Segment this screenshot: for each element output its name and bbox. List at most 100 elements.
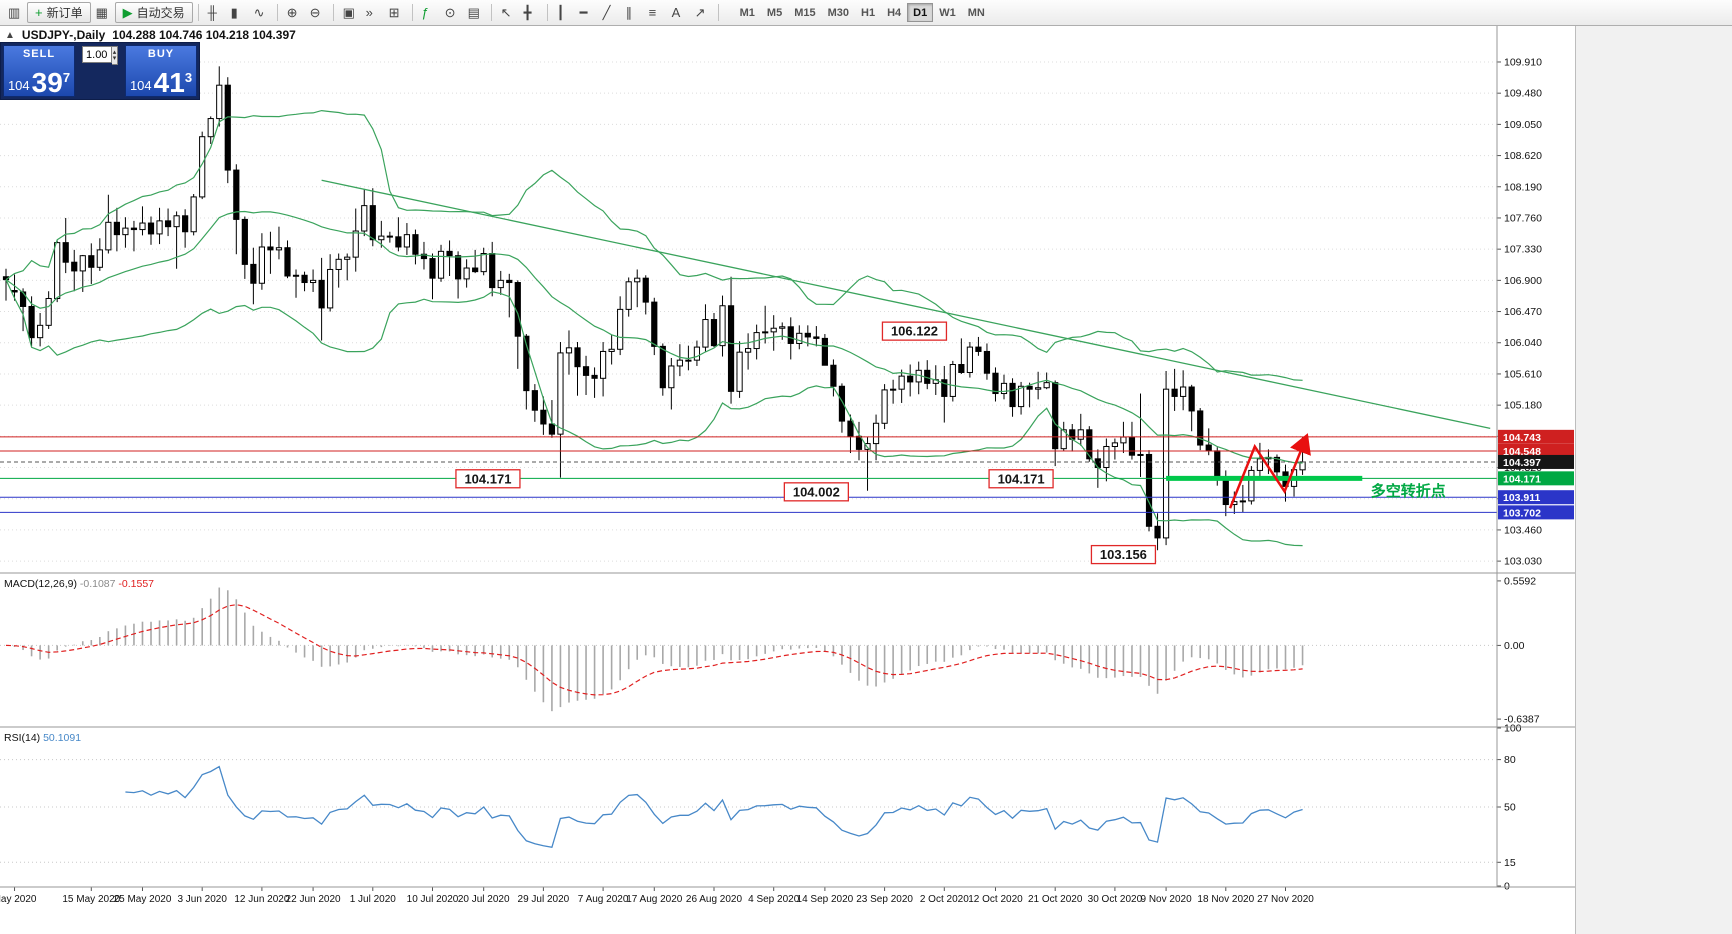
descending-trendline[interactable] xyxy=(321,179,1491,429)
chart-shift-button[interactable]: ⊞ xyxy=(385,2,407,23)
candle xyxy=(1145,453,1153,527)
timeframe-d1-button[interactable]: D1 xyxy=(907,3,934,22)
svg-text:103.030: 103.030 xyxy=(1504,556,1542,568)
toolbar-separator xyxy=(490,4,492,21)
candle xyxy=(1188,386,1195,412)
trend-arrow-annotation[interactable] xyxy=(1228,433,1311,509)
chart-canvas[interactable]: 104.171 104.002 106.122 104.171 103.156 多空转折点… xyxy=(0,26,1575,934)
ohlc-bars-icon: ╫ xyxy=(207,5,217,20)
candle xyxy=(506,279,513,284)
timeframe-h1-button[interactable]: H1 xyxy=(855,3,881,22)
buy-button[interactable]: BUY 104 41 3 xyxy=(125,45,197,97)
text-annotation[interactable]: 106.122 xyxy=(881,321,948,341)
price-tag[interactable]: 103.911 xyxy=(1498,490,1574,505)
candle xyxy=(403,234,411,248)
candle xyxy=(958,364,965,373)
periods-button[interactable]: ⊙ xyxy=(441,2,463,23)
price-tag[interactable]: 104.171 xyxy=(1498,471,1574,486)
timeframe-h4-button[interactable]: H4 xyxy=(881,3,907,22)
candle xyxy=(787,326,794,344)
new-order-button[interactable]: + 新订单 xyxy=(27,2,91,23)
horizontal-line-button[interactable]: ━ xyxy=(576,2,598,23)
svg-text:105.180: 105.180 xyxy=(1504,400,1542,412)
candle xyxy=(1094,458,1101,469)
trendline-button[interactable]: ╱ xyxy=(599,2,621,23)
candle xyxy=(173,215,180,228)
auto-trading-button[interactable]: ▶ 自动交易 xyxy=(114,2,193,23)
text-annotation[interactable]: 多空转折点 xyxy=(1371,482,1446,500)
chart-grid-button[interactable]: ▥ xyxy=(4,2,26,23)
svg-text:104.002: 104.002 xyxy=(793,484,840,499)
price-tag[interactable]: 103.702 xyxy=(1498,505,1574,520)
auto-scroll-button[interactable]: » xyxy=(362,2,384,23)
candle xyxy=(190,196,197,233)
rsi-pane-label: RSI(14) 50.1091 xyxy=(4,732,81,744)
cursor-button[interactable]: ↖ xyxy=(497,2,519,23)
svg-text:108.190: 108.190 xyxy=(1504,181,1542,193)
cursor-icon: ↖ xyxy=(500,5,512,20)
lot-size-input[interactable] xyxy=(81,46,112,63)
indicators-icon: ƒ xyxy=(421,5,429,20)
vertical-line-icon: ┃ xyxy=(556,5,565,20)
text-annotation[interactable]: 103.156 xyxy=(1090,544,1157,565)
zoom-in-button[interactable]: ⊕ xyxy=(283,2,305,23)
candlestick-button[interactable]: ▮ xyxy=(227,2,249,23)
candle xyxy=(369,205,376,241)
toolbar-separator xyxy=(546,4,548,21)
sell-button[interactable]: SELL 104 39 7 xyxy=(3,45,75,97)
text-annotation[interactable]: 104.002 xyxy=(783,482,849,502)
templates-icon: ▤ xyxy=(467,5,480,20)
ohlc-values: 104.288 104.746 104.218 104.397 xyxy=(112,28,296,42)
lot-up-icon[interactable]: ▴ xyxy=(112,48,117,56)
candle xyxy=(1052,382,1059,450)
text-annotation[interactable]: 104.171 xyxy=(988,469,1054,489)
price-tag[interactable]: 104.743 xyxy=(1498,429,1574,444)
candle xyxy=(540,409,547,425)
price-tag[interactable]: 104.397 xyxy=(1498,454,1574,469)
timeframe-m5-button[interactable]: M5 xyxy=(761,3,788,22)
text-icon: A xyxy=(671,5,681,20)
candle xyxy=(1009,382,1016,408)
price-axis[interactable]: 103.030103.460103.890104.320104.750105.1… xyxy=(1497,56,1574,893)
toolbar-separator xyxy=(197,4,199,21)
ohlc-bars-button[interactable]: ╫ xyxy=(204,2,226,23)
candle xyxy=(327,268,334,309)
candle xyxy=(156,220,163,235)
templates-button[interactable]: ▤ xyxy=(464,2,486,23)
svg-text:3 Jun 2020: 3 Jun 2020 xyxy=(177,894,227,905)
horizontal-line-icon: ━ xyxy=(579,5,588,20)
text-button[interactable]: A xyxy=(668,2,690,23)
text-annotation[interactable]: 104.171 xyxy=(455,469,521,489)
indicators-button[interactable]: ƒ xyxy=(418,2,440,23)
lot-down-icon[interactable]: ▾ xyxy=(112,54,117,62)
candle xyxy=(1035,387,1042,390)
timeframe-mn-button[interactable]: MN xyxy=(962,3,991,22)
candle xyxy=(378,235,385,241)
lot-stepper[interactable]: ▴ ▾ xyxy=(111,46,119,65)
candle xyxy=(113,221,120,236)
candle xyxy=(617,308,624,350)
arrows-button[interactable]: ↗ xyxy=(691,2,713,23)
crosshair-button[interactable]: ╋ xyxy=(520,2,542,23)
svg-text:15 May 2020: 15 May 2020 xyxy=(62,894,120,905)
candle xyxy=(1077,429,1084,440)
buy-price: 104 41 3 xyxy=(129,67,193,99)
line-chart-button[interactable]: ∿ xyxy=(250,2,272,23)
timeframe-w1-button[interactable]: W1 xyxy=(933,3,962,22)
svg-text:106.470: 106.470 xyxy=(1504,306,1542,318)
bollinger-upper xyxy=(5,109,1303,381)
tile-windows-button[interactable]: ▣ xyxy=(339,2,361,23)
timeframe-m30-button[interactable]: M30 xyxy=(822,3,855,22)
one-click-collapse-icon[interactable]: ▲ xyxy=(5,29,15,41)
timeframe-m15-button[interactable]: M15 xyxy=(788,3,821,22)
new-chart-button[interactable]: ▦ xyxy=(92,2,114,23)
svg-text:106.122: 106.122 xyxy=(891,324,938,339)
channel-button[interactable]: ∥ xyxy=(622,2,644,23)
vertical-line-button[interactable]: ┃ xyxy=(553,2,575,23)
svg-text:4 Sep 2020: 4 Sep 2020 xyxy=(748,894,800,905)
candle xyxy=(1248,469,1255,502)
fibonacci-button[interactable]: ≡ xyxy=(645,2,667,23)
timeframe-m1-button[interactable]: M1 xyxy=(734,3,761,22)
zoom-out-button[interactable]: ⊖ xyxy=(306,2,328,23)
